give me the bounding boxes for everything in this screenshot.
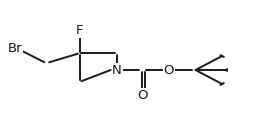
Text: O: O (164, 64, 174, 76)
Text: F: F (76, 24, 84, 37)
Text: Br: Br (7, 43, 22, 55)
Text: O: O (137, 89, 148, 102)
Text: N: N (112, 64, 122, 76)
